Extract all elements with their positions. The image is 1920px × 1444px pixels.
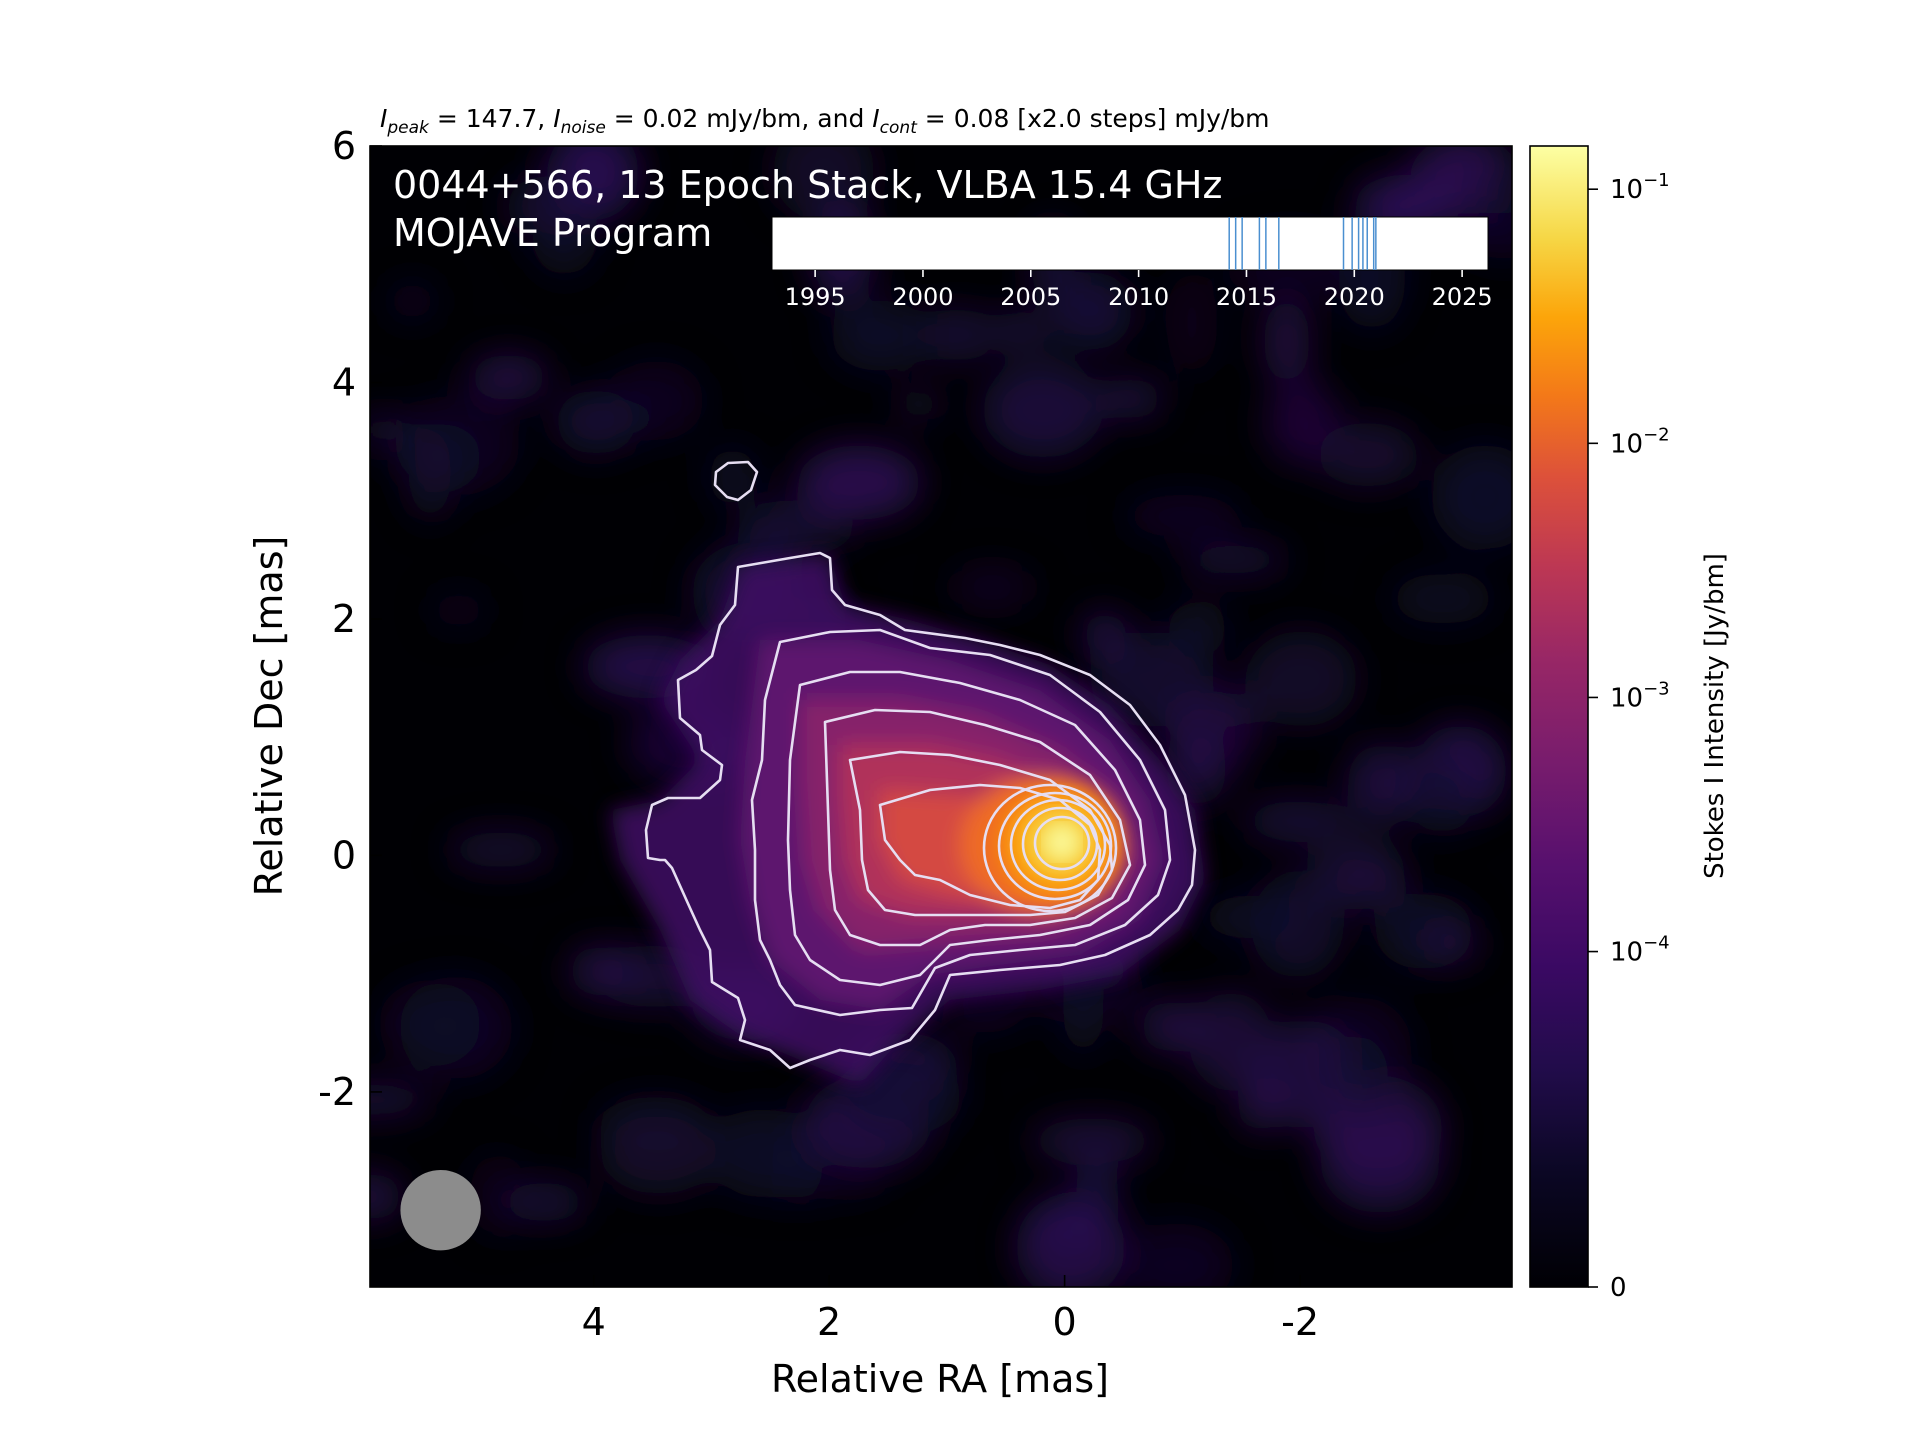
image-panel <box>370 146 1512 1287</box>
y-tick-label: 0 <box>332 833 356 877</box>
y-tick-label: -2 <box>318 1070 356 1114</box>
source-core <box>998 787 1118 899</box>
epoch-tick-label: 2000 <box>892 283 953 311</box>
contour-isolated-blob <box>713 460 759 502</box>
title-noise-symbol: I <box>553 104 560 133</box>
contour-level-8 <box>997 791 1113 901</box>
contour-level-2 <box>750 628 1172 1017</box>
x-tick-label: -2 <box>1281 1300 1319 1344</box>
title-peak-value: = 147.7, <box>429 104 553 133</box>
epoch-tick-label: 1995 <box>785 283 846 311</box>
x-tick-label: 0 <box>1053 1300 1077 1344</box>
x-tick-label: 4 <box>582 1300 606 1344</box>
x-axis: 4 2 0 -2 <box>582 1275 1319 1344</box>
title-cont-subscript: cont <box>880 118 919 138</box>
contour-level-6 <box>878 783 1102 910</box>
x-tick-label: 2 <box>817 1300 841 1344</box>
title-peak-symbol: I <box>380 104 387 133</box>
contour-level-3 <box>786 670 1147 987</box>
title-cont-symbol: I <box>872 104 879 133</box>
colorbar-tick-label: 0 <box>1610 1273 1627 1303</box>
title-noise-value: = 0.02 mJy/bm, and <box>606 104 873 133</box>
title-cont-value: = 0.08 [x2.0 steps] mJy/bm <box>917 104 1270 133</box>
contour-level-7 <box>982 783 1118 913</box>
epoch-tick-label: 2005 <box>1000 283 1061 311</box>
contour-level-4 <box>823 708 1132 947</box>
epoch-inset-frame <box>771 216 1489 271</box>
axes-frame <box>369 145 1513 1288</box>
colorbar-label: Stokes I Intensity [Jy/bm] <box>1700 553 1730 879</box>
y-axis-label: Relative Dec [mas] <box>247 536 291 897</box>
epoch-tick-label: 2020 <box>1324 283 1385 311</box>
colorbar-tick-label: 10−4 <box>1610 933 1670 968</box>
program-annotation: MOJAVE Program <box>393 211 712 255</box>
colorbar-gradient <box>1530 146 1588 1287</box>
epoch-tick-label: 2025 <box>1432 283 1493 311</box>
source-annotation: 0044+566, 13 Epoch Stack, VLBA 15.4 GHz <box>393 163 1222 207</box>
epoch-inset: 1995 2000 2005 2010 2015 2020 2025 <box>771 216 1493 311</box>
y-axis: -2 0 2 4 6 <box>318 124 382 1114</box>
colorbar-tick-label: 10−2 <box>1610 424 1670 459</box>
colorbar-frame <box>1529 145 1589 1288</box>
contour-level-1 <box>644 551 1197 1070</box>
epoch-lines <box>1228 217 1377 270</box>
contour-level-9 <box>1009 798 1107 892</box>
colorbar-ticks: 10−1 10−2 10−3 10−4 0 <box>1588 170 1670 1303</box>
colorbar-tick-label: 10−1 <box>1610 170 1670 205</box>
epoch-tick-label: 2015 <box>1216 283 1277 311</box>
contour-level-5 <box>848 750 1114 917</box>
colorbar-tick-label: 10−3 <box>1610 678 1670 713</box>
y-tick-label: 6 <box>332 124 356 168</box>
title-peak-subscript: peak <box>386 118 430 138</box>
contour-level-11 <box>1033 815 1091 871</box>
chart-title: Ipeak = 147.7, Inoise = 0.02 mJy/bm, and… <box>380 104 1270 138</box>
title-noise-subscript: noise <box>561 118 606 138</box>
contour-level-10 <box>1021 806 1099 882</box>
beam-ellipse <box>400 1169 481 1251</box>
colorbar: 10−1 10−2 10−3 10−4 0 Stokes I Intensity [Jy… <box>1529 145 1730 1303</box>
y-tick-label: 4 <box>332 360 356 404</box>
contours <box>644 460 1197 1070</box>
y-tick-label: 2 <box>332 597 356 641</box>
epoch-axis: 1995 2000 2005 2010 2015 2020 2025 <box>785 270 1493 311</box>
x-axis-label: Relative RA [mas] <box>771 1357 1109 1401</box>
epoch-tick-label: 2010 <box>1108 283 1169 311</box>
